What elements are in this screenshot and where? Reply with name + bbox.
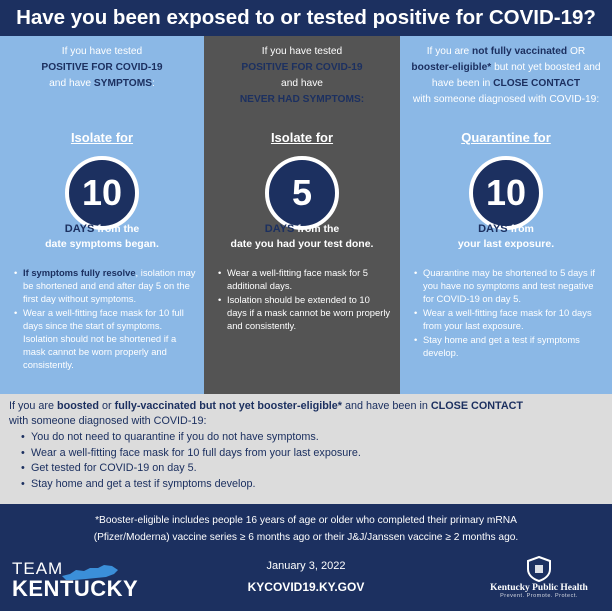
days-text: date you had your test done. (230, 238, 374, 250)
intro-text: : (152, 78, 155, 89)
days-word: DAYS (478, 223, 508, 235)
bullet-list: Wear a well-fitting face mask for 5 addi… (218, 266, 392, 333)
bullet-text: Quarantine may be shortened to 5 days if… (423, 267, 595, 304)
bullet-text: , isolation may be shortened and end aft… (23, 267, 196, 304)
intro-text: OR (570, 46, 586, 57)
days-caption: DAYS from the date symptoms began. (0, 222, 204, 252)
intro-highlight: POSITIVE FOR COVID-19 (241, 62, 363, 73)
logo-text: TEAM (12, 559, 64, 578)
intro-highlight: CLOSE CONTACT (430, 400, 524, 412)
bullet-highlight: If symptoms fully resolve (23, 267, 136, 278)
days-text: from the (297, 223, 340, 235)
list-item: Wear a well-fitting face mask for 10 day… (414, 306, 604, 332)
intro-highlight: POSITIVE FOR COVID-19 (41, 62, 163, 73)
list-item: Get tested for COVID-19 on day 5. (21, 461, 603, 477)
bullet-text: Stay home and get a test if symptoms dev… (423, 334, 580, 358)
days-text: from (510, 223, 534, 235)
days-caption: DAYS from the date you had your test don… (204, 222, 400, 252)
column-intro: If you have tested POSITIVE FOR COVID-19… (204, 44, 400, 108)
publish-date: January 3, 2022 (266, 560, 346, 572)
intro-text: If you have tested (61, 46, 143, 57)
intro-highlight: CLOSE CONTACT (493, 78, 581, 89)
list-item: Isolation should be extended to 10 days … (218, 293, 392, 332)
intro-line: NEVER HAD SYMPTOMS: (204, 92, 400, 108)
action-heading: Isolate for (270, 130, 334, 145)
days-text: date symptoms began. (45, 238, 159, 250)
list-item: Wear a well-fitting face mask for 10 ful… (21, 446, 603, 462)
intro-line: If you are not fully vaccinated OR (400, 44, 612, 60)
intro-highlight: booster-eligible* (411, 62, 492, 73)
intro-text: with someone diagnosed with COVID-19: (412, 94, 600, 105)
boosted-close-contact-section: If you are boosted or fully-vaccinated b… (0, 394, 612, 504)
column-intro: If you have tested POSITIVE FOR COVID-19… (0, 44, 204, 92)
bullet-text: Wear a well-fitting face mask for 10 day… (423, 307, 592, 331)
footnote-text: *Booster-eligible includes people 16 yea… (95, 515, 517, 526)
bullet-text: Isolation should be extended to 10 days … (227, 294, 391, 331)
list-item: You do not need to quarantine if you do … (21, 430, 603, 446)
list-item: Wear a well-fitting face mask for 10 ful… (14, 306, 196, 371)
booster-footnote: *Booster-eligible includes people 16 yea… (0, 512, 612, 546)
days-count-badge: 10 (65, 156, 139, 230)
list-item: Wear a well-fitting face mask for 5 addi… (218, 266, 392, 292)
intro-text: or (102, 400, 112, 412)
intro-highlight: boosted (57, 400, 100, 412)
action-heading: Quarantine for (461, 130, 551, 145)
intro-highlight: NEVER HAD SYMPTOMS (239, 94, 361, 105)
intro-text: and have been in (345, 400, 428, 412)
list-item: If symptoms fully resolve, isolation may… (14, 266, 196, 305)
page-title: Have you been exposed to or tested posit… (0, 0, 612, 36)
intro-highlight: not fully vaccinated (472, 46, 568, 57)
intro-text: If you are (9, 400, 55, 412)
days-text: from the (97, 223, 140, 235)
intro-text: and have (49, 78, 92, 89)
shield-icon (527, 556, 551, 582)
bullet-list: Quarantine may be shortened to 5 days if… (414, 266, 604, 360)
bullet-text: Wear a well-fitting face mask for 10 ful… (23, 307, 184, 370)
bullet-text: Wear a well-fitting face mask for 5 addi… (227, 267, 369, 291)
website-link[interactable]: KYCOVID19.KY.GOV (247, 580, 365, 594)
footnote-text: (Pfizer/Moderna) vaccine series ≥ 6 mont… (93, 532, 519, 543)
intro-highlight: fully-vaccinated but not yet booster-eli… (114, 400, 342, 412)
boosted-intro: If you are boosted or fully-vaccinated b… (9, 399, 603, 414)
team-kentucky-logo: TEAM KENTUCKY (12, 560, 182, 604)
intro-text: but not yet boosted and have been in (431, 62, 601, 89)
bullet-list: If symptoms fully resolve, isolation may… (14, 266, 196, 372)
footer: *Booster-eligible includes people 16 yea… (0, 504, 612, 611)
logo-tagline: Prevent. Promote. Protect. (500, 593, 578, 599)
days-count-badge: 10 (469, 156, 543, 230)
days-count-badge: 5 (265, 156, 339, 230)
action-heading: Isolate for (70, 130, 134, 145)
column-close-contact-unvaccinated: If you are not fully vaccinated OR boost… (400, 36, 612, 394)
days-word: DAYS (64, 223, 95, 235)
column-positive-symptoms: If you have tested POSITIVE FOR COVID-19… (0, 36, 204, 394)
list-item: Quarantine may be shortened to 5 days if… (414, 266, 604, 305)
intro-text: If you have tested (261, 46, 343, 57)
kentucky-public-health-logo: Kentucky Public Health Prevent. Promote.… (474, 556, 604, 608)
intro-line: and have SYMPTOMS: (0, 76, 204, 92)
list-item: Stay home and get a test if symptoms dev… (414, 333, 604, 359)
intro-text: with someone diagnosed with COVID-19: (9, 415, 207, 427)
days-text: your last exposure. (457, 238, 555, 250)
logo-text: KENTUCKY (12, 576, 139, 601)
days-caption: DAYS from your last exposure. (400, 222, 612, 252)
intro-text: If you are (426, 46, 470, 57)
intro-highlight: SYMPTOMS (93, 78, 153, 89)
column-positive-no-symptoms: If you have tested POSITIVE FOR COVID-19… (204, 36, 400, 394)
days-word: DAYS (264, 223, 295, 235)
bullet-list: You do not need to quarantine if you do … (9, 430, 603, 492)
intro-line: booster-eligible* but not yet boosted an… (400, 60, 612, 92)
intro-text: : (360, 94, 365, 105)
intro-text: and have (281, 78, 323, 89)
logo-text: Kentucky Public Health (490, 583, 588, 593)
column-intro: If you are not fully vaccinated OR boost… (400, 44, 612, 108)
list-item: Stay home and get a test if symptoms dev… (21, 477, 603, 493)
kentucky-state-icon (62, 565, 118, 580)
